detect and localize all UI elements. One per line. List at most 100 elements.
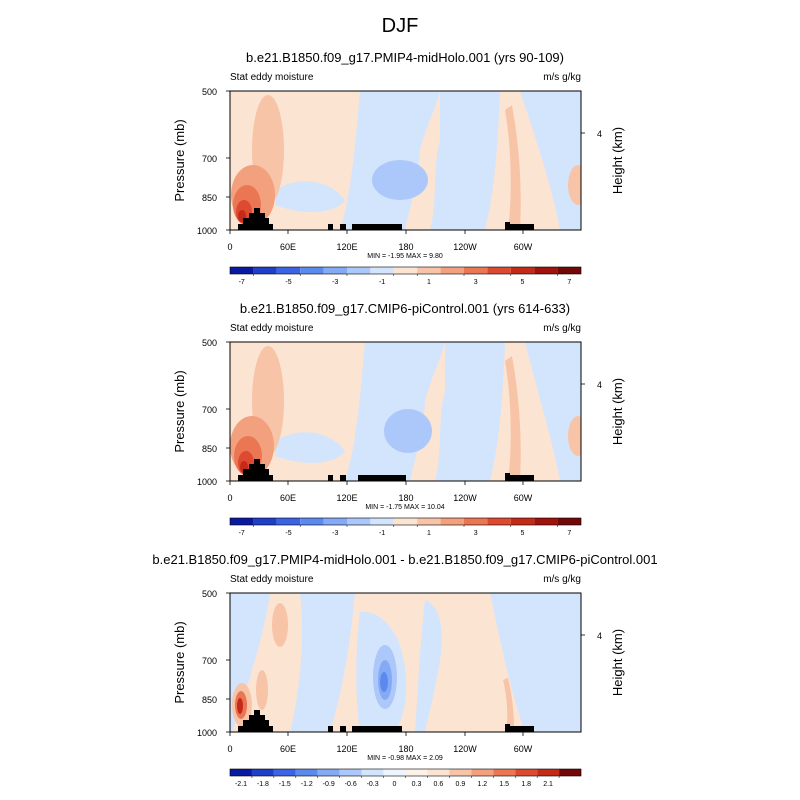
topography-africa [238, 459, 273, 481]
colorbar-swatch [383, 769, 406, 776]
ytick-label: 700 [202, 154, 217, 164]
colorbar-swatch [370, 267, 394, 274]
topography-block [510, 475, 534, 481]
colorbar-label: -3 [332, 279, 338, 286]
colorbar-label: 5 [521, 530, 525, 537]
xtick-label: 120W [453, 744, 477, 754]
min-max-stats: MIN = -0.98 MAX = 2.09 [367, 755, 443, 762]
colorbar-swatch [464, 518, 488, 525]
colorbar-swatch [361, 769, 384, 776]
colorbar-label: 1.5 [499, 781, 509, 788]
colorbar-swatch [440, 267, 464, 274]
negative-region [415, 600, 442, 732]
xtick-label: 60W [514, 744, 533, 754]
ytick-label: 700 [202, 656, 217, 666]
xtick-label: 120W [453, 242, 477, 252]
colorbar-label: -2.1 [235, 781, 247, 788]
panel-title: b.e21.B1850.f09_g17.PMIP4-midHolo.001 (y… [246, 50, 564, 65]
panel-right-label: m/s g/kg [543, 72, 581, 83]
colorbar-swatch [230, 267, 254, 274]
colorbar-label: -5 [285, 279, 291, 286]
topography-block [505, 724, 510, 732]
contour-fill-layer [231, 91, 581, 230]
colorbar-label: -1 [379, 279, 385, 286]
colorbar-label: 3 [474, 530, 478, 537]
negative-region [435, 342, 505, 481]
ytick-label: 850 [202, 695, 217, 705]
colorbar-swatch [276, 267, 301, 274]
colorbar-label: 7 [567, 279, 571, 286]
colorbar-label: -0.6 [345, 781, 357, 788]
colorbar-swatch [405, 769, 428, 776]
colorbar-swatch [487, 267, 511, 274]
colorbar-label: -7 [239, 279, 245, 286]
negative-region [430, 91, 500, 230]
colorbar-swatch [230, 518, 254, 525]
topography-block [505, 473, 510, 481]
right-tick-label: 4 [597, 129, 602, 139]
ytick-label: 500 [202, 338, 217, 348]
negative-region [275, 432, 345, 463]
colorbar-label: -5 [285, 530, 291, 537]
colorbar-swatch [230, 769, 252, 776]
colorbar-frame [229, 266, 582, 275]
colorbar-swatch [464, 267, 488, 274]
positive-region [256, 670, 268, 710]
panel-left-label: Stat eddy moisture [230, 574, 314, 585]
chart-panel-2: b.e21.B1850.f09_g17.CMIP6-piControl.001 … [172, 301, 625, 537]
negative-region [290, 593, 355, 732]
colorbar-swatch [534, 518, 558, 525]
topography-africa [238, 710, 273, 732]
colorbar-swatch [393, 518, 418, 525]
colorbar-label: 1.8 [521, 781, 531, 788]
topography-block [340, 726, 346, 732]
panel-title: b.e21.B1850.f09_g17.CMIP6-piControl.001 … [240, 301, 570, 316]
ytick-label: 700 [202, 405, 217, 415]
colorbar-label: -3 [332, 530, 338, 537]
panel-left-label: Stat eddy moisture [230, 323, 314, 334]
topography-mask [238, 710, 534, 732]
topography-block [510, 224, 534, 230]
colorbar: -7 -5 -3 -1 1 3 5 7 [229, 266, 582, 286]
panel-right-label: m/s g/kg [543, 574, 581, 585]
plot-frame [229, 592, 582, 733]
colorbar-label: -0.9 [323, 781, 335, 788]
topography-block [510, 726, 534, 732]
topography-block [328, 475, 333, 481]
colorbar-label: 7 [567, 530, 571, 537]
colorbar: -7 -5 -3 -1 1 3 5 7 [229, 517, 582, 537]
y-axis-label: Pressure (mb) [172, 370, 187, 452]
chart-panel-3: b.e21.B1850.f09_g17.PMIP4-midHolo.001 - … [152, 552, 657, 788]
colorbar-swatch [300, 518, 324, 525]
tick-marks [226, 90, 585, 234]
colorbar-swatch [534, 267, 558, 274]
ytick-label: 1000 [197, 226, 217, 236]
colorbar-swatch [253, 267, 277, 274]
colorbar-label: 0.9 [456, 781, 466, 788]
colorbar-label: 0 [393, 781, 397, 788]
colorbar-swatch [253, 518, 277, 525]
xtick-label: 120E [336, 493, 357, 503]
y-axis-label-right: Height (km) [610, 378, 625, 445]
negative-center [384, 409, 432, 453]
xtick-label: 60E [280, 242, 296, 252]
topography-block [328, 224, 333, 230]
xtick-label: 120E [336, 744, 357, 754]
negative-region [345, 342, 445, 481]
negative-region [340, 91, 440, 230]
topography-block [340, 475, 346, 481]
panel-right-label: m/s g/kg [543, 323, 581, 334]
min-max-stats: MIN = -1.75 MAX = 10.04 [365, 504, 444, 511]
positive-region [272, 603, 288, 647]
colorbar-swatch [537, 769, 560, 776]
colorbar-swatch [339, 769, 362, 776]
xtick-label: 180 [398, 242, 413, 252]
colorbar-label: -1.8 [257, 781, 269, 788]
positive-region [568, 416, 581, 456]
colorbar-label: 1.2 [477, 781, 487, 788]
y-axis-label-right: Height (km) [610, 127, 625, 194]
ytick-label: 850 [202, 444, 217, 454]
negative-region [275, 181, 345, 212]
topography-africa [238, 208, 273, 230]
colorbar-label: -1 [379, 530, 385, 537]
